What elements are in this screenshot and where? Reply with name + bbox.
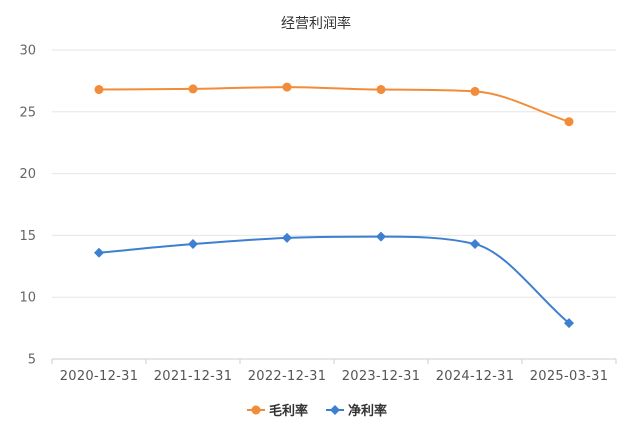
data-point[interactable] xyxy=(470,86,480,96)
y-tick-label: 10 xyxy=(19,291,36,306)
x-axis: 2020-12-31 2021-12-31 2022-12-31 2023-12-31… xyxy=(51,358,617,384)
grid-layer xyxy=(52,49,616,298)
legend[interactable]: 毛利率 净利率 xyxy=(247,403,387,419)
y-tick-label: 30 xyxy=(19,44,36,59)
legend-label: 净利率 xyxy=(348,403,387,419)
data-point[interactable] xyxy=(282,232,292,243)
y-tick-label: 5 xyxy=(28,353,36,368)
data-point[interactable] xyxy=(376,85,386,95)
chart-title: 经营利润率 xyxy=(281,15,351,32)
data-point[interactable] xyxy=(564,318,574,329)
data-point[interactable] xyxy=(564,117,574,127)
x-tick-label: 2024-12-31 xyxy=(436,369,515,384)
legend-marker xyxy=(251,405,261,415)
y-tick-label: 25 xyxy=(19,105,36,120)
x-tick-label: 2020-12-31 xyxy=(60,369,139,384)
legend-label: 毛利率 xyxy=(269,403,308,419)
data-point[interactable] xyxy=(188,239,198,250)
y-tick-label: 15 xyxy=(19,229,36,244)
series-layer xyxy=(94,82,574,329)
y-axis: 5 10 15 20 25 30 xyxy=(19,44,36,368)
x-tick-label: 2022-12-31 xyxy=(248,369,327,384)
legend-marker xyxy=(330,405,340,415)
data-point[interactable] xyxy=(188,84,198,94)
x-tick-label: 2023-12-31 xyxy=(342,369,421,384)
legend-item[interactable]: 净利率 xyxy=(326,403,387,419)
data-point[interactable] xyxy=(94,247,104,258)
legend-item[interactable]: 毛利率 xyxy=(247,403,308,419)
data-point[interactable] xyxy=(94,85,104,95)
x-tick-label: 2021-12-31 xyxy=(154,369,233,384)
x-tick-label: 2025-03-31 xyxy=(530,369,609,384)
y-tick-label: 20 xyxy=(19,167,36,182)
data-point[interactable] xyxy=(376,231,386,242)
series-line xyxy=(98,86,570,123)
data-point[interactable] xyxy=(282,82,292,92)
series-line xyxy=(98,235,570,324)
data-point[interactable] xyxy=(470,239,480,250)
